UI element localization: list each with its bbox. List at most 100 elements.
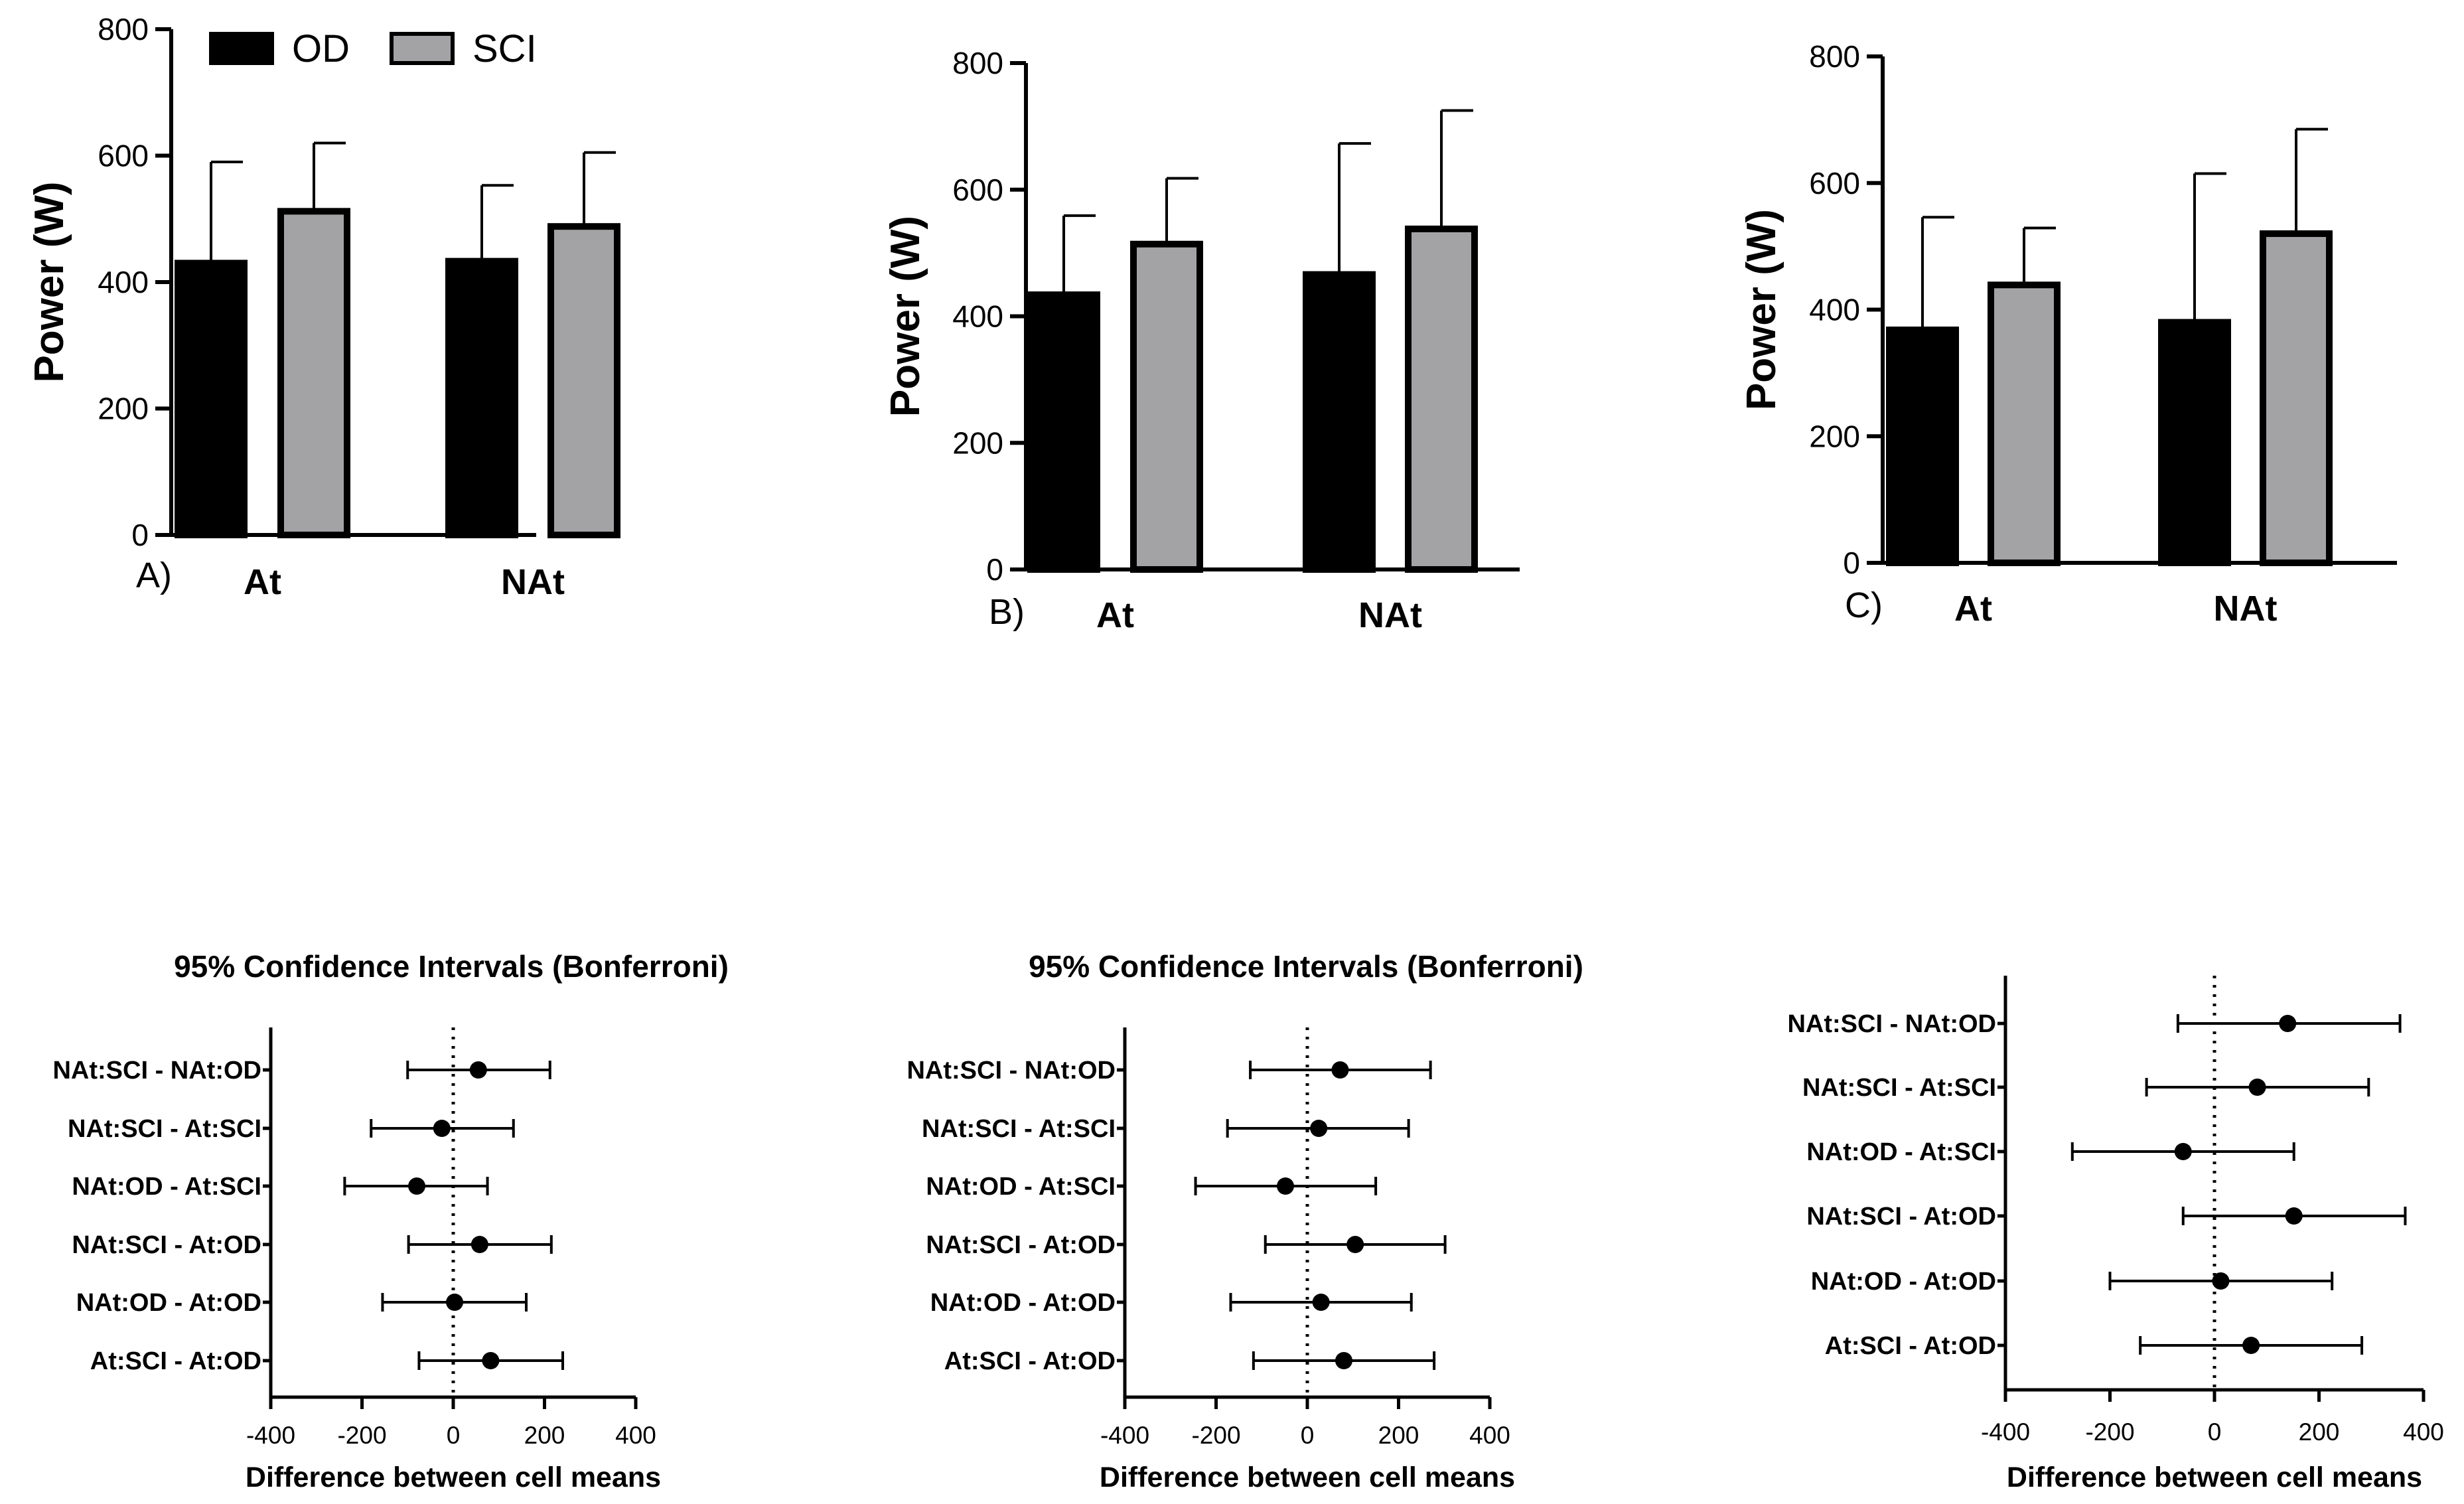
x-axis-label: Difference between cell means <box>1100 1462 1515 1493</box>
x-category-label: NAt <box>2214 589 2278 629</box>
x-category-label: At <box>1954 589 1992 629</box>
x-category-label: NAt <box>1358 595 1422 635</box>
x-tick-label: -200 <box>2085 1418 2134 1446</box>
bar-sci-at <box>277 208 350 538</box>
x-tick-label: 400 <box>2403 1418 2444 1446</box>
panel-label: A) <box>136 556 172 595</box>
comparison-label: NAt:OD - At:SCI <box>72 1173 261 1201</box>
x-tick-label: -200 <box>337 1422 386 1449</box>
ci-mean-point <box>1331 1061 1349 1079</box>
comparison-label: At:SCI - At:OD <box>90 1347 261 1375</box>
comparison-label: NAt:SCI - NAt:OD <box>906 1057 1116 1085</box>
bar-od-nat <box>1303 271 1376 573</box>
x-tick-label: 200 <box>2299 1418 2340 1446</box>
bar-od-at <box>1886 327 1959 566</box>
ci-chart-panel-2: 95% Confidence Intervals (Bonferroni) -40… <box>906 949 1583 1493</box>
x-tick-label: 400 <box>615 1422 656 1449</box>
comparison-label: NAt:SCI - At:OD <box>72 1231 261 1259</box>
y-axis-label: Power (W) <box>883 216 928 417</box>
ci-mean-point <box>469 1061 487 1079</box>
x-tick-label: 200 <box>1378 1422 1419 1449</box>
ci-mean-point <box>1312 1294 1330 1311</box>
legend-swatch-sci <box>390 32 455 65</box>
x-tick-label: 0 <box>2208 1418 2222 1446</box>
comparison-label: NAt:SCI - At:SCI <box>68 1115 261 1143</box>
ci-mean-point <box>2174 1143 2192 1160</box>
y-tick-label: 400 <box>98 265 149 299</box>
ci-chart-panel-3: -400 -200 0 200 400 Difference between cell m… <box>1787 976 2444 1493</box>
ci-title: 95% Confidence Intervals (Bonferroni) <box>174 949 729 984</box>
y-tick-label: 600 <box>98 139 149 173</box>
ci-mean-point <box>446 1294 464 1311</box>
comparison-label: NAt:SCI - NAt:OD <box>1787 1010 1996 1038</box>
y-axis-label: Power (W) <box>1739 209 1784 410</box>
bar-od-at <box>1027 291 1100 573</box>
comparison-label: NAt:OD - At:SCI <box>926 1173 1116 1201</box>
y-tick-label: 0 <box>986 552 1003 587</box>
x-tick-label: 0 <box>1301 1422 1315 1449</box>
bar-sci-at <box>1988 281 2061 566</box>
legend-label-od: OD <box>292 27 350 70</box>
x-tick-label: 400 <box>1469 1422 1510 1449</box>
y-tick-label: 800 <box>98 12 149 46</box>
x-tick-label: -200 <box>1191 1422 1240 1449</box>
bar-sci-at <box>1130 240 1203 573</box>
bar-sci-nat <box>1405 225 1478 573</box>
ci-mean-point <box>1346 1236 1364 1253</box>
ci-mean-point <box>2279 1015 2297 1032</box>
panel-label: C) <box>1845 585 1883 625</box>
y-tick-label: 0 <box>131 518 149 552</box>
y-axis-label: Power (W) <box>27 181 72 382</box>
ci-chart-panel-1: 95% Confidence Intervals (Bonferroni) -40… <box>52 949 728 1493</box>
y-tick-label: 600 <box>952 173 1003 207</box>
y-tick-label: 0 <box>1843 546 1860 580</box>
ci-mean-point <box>2212 1272 2230 1290</box>
y-tick-label: 600 <box>1809 166 1860 200</box>
y-tick-label: 800 <box>1809 39 1860 74</box>
x-axis-label: Difference between cell means <box>2007 1462 2422 1493</box>
ci-mean-point <box>2248 1079 2266 1096</box>
x-category-label: NAt <box>501 562 565 602</box>
ci-mean-point <box>482 1352 500 1369</box>
legend: OD SCI <box>209 27 537 70</box>
y-tick-label: 200 <box>1809 419 1860 453</box>
y-tick-label: 400 <box>1809 293 1860 327</box>
y-tick-label: 200 <box>98 392 149 426</box>
bar-chart-panel-3: 0 200 400 600 800 Power (W) At NAt C) <box>1739 39 2397 629</box>
comparison-label: NAt:SCI - At:SCI <box>1802 1074 1996 1102</box>
ci-mean-point <box>2285 1207 2303 1225</box>
bar-od-nat <box>2158 319 2231 566</box>
y-tick-label: 400 <box>952 299 1003 334</box>
comparison-label: At:SCI - At:OD <box>944 1347 1116 1375</box>
comparison-label: NAt:OD - At:OD <box>1811 1268 1996 1296</box>
comparison-label: NAt:OD - At:OD <box>930 1289 1116 1317</box>
x-tick-label: -400 <box>246 1422 295 1449</box>
bar-chart-panel-1: 0 200 400 600 800 Power (W) At NAt A) OD SCI <box>27 12 620 602</box>
bar-od-nat <box>445 258 518 538</box>
x-category-label: At <box>1096 595 1134 635</box>
comparison-label: NAt:SCI - At:OD <box>926 1231 1116 1259</box>
ci-mean-point <box>408 1177 425 1195</box>
ci-mean-point <box>471 1236 488 1253</box>
ci-mean-point <box>433 1120 451 1137</box>
bar-sci-nat <box>547 223 620 538</box>
x-tick-label: 200 <box>524 1422 565 1449</box>
ci-mean-point <box>1335 1352 1352 1369</box>
bar-od-at <box>175 260 248 538</box>
comparison-label: At:SCI - At:OD <box>1825 1332 1996 1360</box>
legend-label-sci: SCI <box>472 27 537 70</box>
comparison-label: NAt:OD - At:SCI <box>1806 1138 1996 1166</box>
bar-sci-nat <box>2260 230 2333 566</box>
bar-chart-panel-2: 0 200 400 600 800 Power (W) At NAt B) <box>883 46 1520 635</box>
ci-title: 95% Confidence Intervals (Bonferroni) <box>1029 949 1583 984</box>
ci-mean-point <box>1310 1120 1328 1137</box>
x-tick-label: -400 <box>1981 1418 2030 1446</box>
y-tick-label: 800 <box>952 46 1003 80</box>
y-tick-label: 200 <box>952 425 1003 460</box>
x-category-label: At <box>244 562 281 602</box>
comparison-label: NAt:OD - At:OD <box>76 1289 261 1317</box>
panel-label: B) <box>989 592 1025 632</box>
comparison-label: NAt:SCI - At:SCI <box>922 1115 1116 1143</box>
x-tick-label: -400 <box>1100 1422 1149 1449</box>
